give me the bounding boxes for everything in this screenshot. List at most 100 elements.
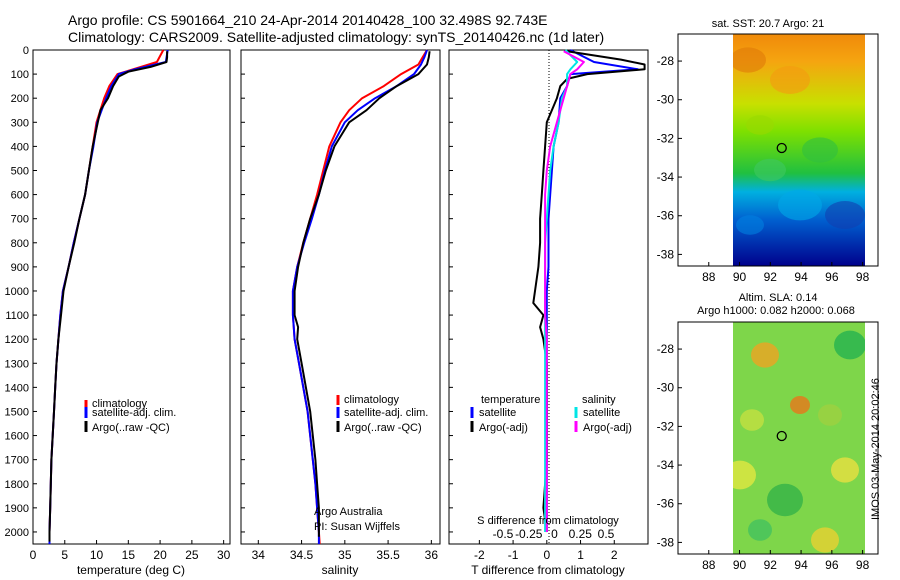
annotation-pi: PI: Susan Wijffels bbox=[314, 521, 400, 533]
legend-climatology: climatology bbox=[344, 394, 400, 406]
map-x-tick-label: 92 bbox=[764, 558, 778, 572]
argo-location-marker bbox=[776, 142, 787, 154]
sla-texture bbox=[818, 404, 842, 426]
x-tick-label: 35.5 bbox=[376, 548, 400, 562]
series-line-temperature-argo-adj- bbox=[532, 50, 646, 533]
sst-texture bbox=[825, 201, 865, 229]
map-x-tick-label: 88 bbox=[702, 270, 716, 284]
legend-sal-satellite: satellite bbox=[583, 407, 620, 419]
series-line-satellite-adj-clim- bbox=[291, 49, 428, 544]
y-tick-label: 1700 bbox=[5, 455, 29, 467]
x-tick-label: 5 bbox=[61, 548, 68, 562]
y-tick-label: 700 bbox=[11, 214, 29, 226]
annotation-argo-australia: Argo Australia bbox=[314, 506, 383, 518]
map-y-tick-label: -32 bbox=[657, 419, 675, 433]
sla-texture bbox=[790, 396, 810, 414]
y-tick-label: 400 bbox=[11, 141, 29, 153]
y-tick-label: 900 bbox=[11, 262, 29, 274]
map-x-tick-label: 90 bbox=[733, 270, 747, 284]
map-y-tick-label: -28 bbox=[657, 54, 675, 68]
sla-texture bbox=[748, 519, 772, 541]
difference-panel: -2 -1 0 1 2-0.5 -0.25 0 0.25 0.5 temperature sal… bbox=[448, 49, 649, 577]
map-y-tick-label: -28 bbox=[657, 342, 675, 356]
map-x-tick-label: 88 bbox=[702, 558, 716, 572]
sst-texture bbox=[733, 47, 766, 73]
map-y-tick-label: -38 bbox=[657, 247, 675, 261]
sst-texture bbox=[778, 189, 822, 221]
s-tick-label: 0.25 bbox=[569, 527, 593, 541]
x-tick-label: 0 bbox=[30, 548, 37, 562]
y-tick-label: 1200 bbox=[5, 334, 29, 346]
legend-climatology: climatology bbox=[92, 398, 148, 410]
sla-map-subtitle: Argo h1000: 0.082 h2000: 0.068 bbox=[697, 305, 855, 317]
x-tick-label: 20 bbox=[153, 548, 167, 562]
y-tick-label: 1900 bbox=[5, 503, 29, 515]
x-tick-label: 1 bbox=[577, 548, 584, 562]
sla-texture bbox=[751, 342, 779, 368]
y-tick-label: 100 bbox=[11, 69, 29, 81]
salinity-xlabel: salinity bbox=[322, 563, 359, 577]
salinity-legend: climatology satellite-adj. clim. Argo(..… bbox=[314, 394, 428, 533]
sla-texture bbox=[811, 527, 839, 553]
legend-sal-argo: Argo(-adj) bbox=[583, 422, 632, 434]
y-tick-label: 1600 bbox=[5, 431, 29, 443]
sst-texture bbox=[754, 158, 786, 182]
sla-texture bbox=[831, 457, 859, 483]
y-tick-label: 1000 bbox=[5, 286, 29, 298]
temperature-axes-box bbox=[32, 49, 231, 545]
legend-title-salinity: salinity bbox=[582, 394, 616, 406]
sla-texture bbox=[834, 330, 865, 360]
map-y-tick-label: -36 bbox=[657, 209, 675, 223]
map-x-tick-label: 98 bbox=[856, 270, 870, 284]
sla-map-title: Altim. SLA: 0.14 bbox=[739, 292, 818, 304]
difference-xlabel: T difference from climatology bbox=[471, 563, 625, 577]
x-tick-label: 36 bbox=[425, 548, 439, 562]
y-tick-label: 200 bbox=[11, 93, 29, 105]
y-tick-label: 0 bbox=[23, 45, 29, 57]
x-tick-label: 34 bbox=[252, 548, 266, 562]
s-tick-label: 0.5 bbox=[598, 527, 615, 541]
y-tick-label: 1100 bbox=[5, 310, 29, 322]
map-x-tick-label: 92 bbox=[764, 270, 778, 284]
sla-texture bbox=[740, 409, 764, 431]
sla-map-panel: Altim. SLA: 0.14 Argo h1000: 0.082 h2000… bbox=[657, 292, 879, 572]
series-line-argo-raw-qc- bbox=[48, 51, 169, 542]
legend-title-temperature: temperature bbox=[481, 394, 540, 406]
legend-satellite-adj: satellite-adj. clim. bbox=[92, 407, 176, 419]
x-tick-label: -2 bbox=[474, 548, 485, 562]
sst-map-panel: sat. SST: 20.7 Argo: 21 88 90 92 94 96 98 -28 -… bbox=[657, 18, 879, 284]
x-tick-label: 34.5 bbox=[290, 548, 314, 562]
sst-texture bbox=[746, 115, 774, 135]
x-tick-label: 0 bbox=[543, 548, 550, 562]
sla-texture bbox=[767, 483, 803, 517]
y-tick-label: 1800 bbox=[5, 479, 29, 491]
temperature-panel: 0 5 10 15 20 25 300100200300400500600700800900… bbox=[5, 45, 231, 577]
s-tick-label: 0 bbox=[551, 527, 558, 541]
legend-temp-satellite: satellite bbox=[479, 407, 516, 419]
legend-temp-argo: Argo(-adj) bbox=[479, 422, 528, 434]
series-line-salinity-satellite bbox=[544, 49, 579, 532]
title-line-1: Argo profile: CS 5901664_210 24-Apr-2014… bbox=[68, 12, 548, 28]
map-y-tick-label: -30 bbox=[657, 93, 675, 107]
temperature-legend: climatology satellite-adj. clim. Argo(..… bbox=[84, 398, 176, 434]
map-y-tick-label: -38 bbox=[657, 535, 675, 549]
s-tick-label: -0.25 bbox=[515, 527, 543, 541]
map-x-tick-label: 96 bbox=[825, 270, 839, 284]
salinity-axes-box bbox=[240, 49, 441, 545]
x-tick-label: 35 bbox=[338, 548, 352, 562]
legend-satellite-adj: satellite-adj. clim. bbox=[344, 407, 428, 419]
series-line-satellite-adj-clim- bbox=[48, 49, 169, 544]
x-tick-label: 10 bbox=[90, 548, 104, 562]
x-tick-label: 2 bbox=[611, 548, 618, 562]
argo-location-marker bbox=[776, 430, 787, 442]
map-x-tick-label: 94 bbox=[794, 270, 808, 284]
map-y-tick-label: -32 bbox=[657, 131, 675, 145]
x-tick-label: 30 bbox=[217, 548, 231, 562]
imos-timestamp: IMOS 03-May-2014 20:02:46 bbox=[870, 378, 882, 520]
series-line-climatology bbox=[48, 49, 165, 544]
series-line-temperature-satellite bbox=[545, 49, 639, 532]
sst-map-frame bbox=[677, 33, 879, 267]
y-tick-label: 600 bbox=[11, 190, 29, 202]
y-tick-label: 1300 bbox=[5, 358, 29, 370]
title-line-2: Climatology: CARS2009. Satellite-adjuste… bbox=[68, 29, 605, 45]
